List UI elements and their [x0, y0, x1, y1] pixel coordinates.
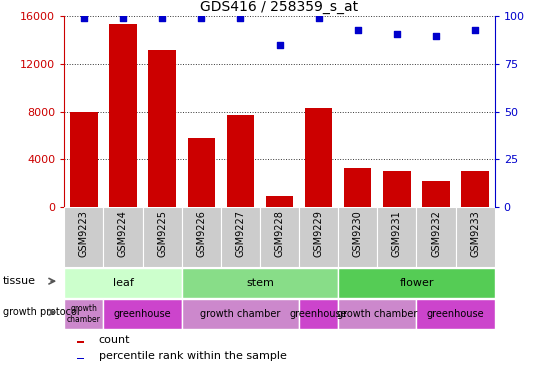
Bar — [64, 299, 103, 329]
Text: leaf: leaf — [112, 278, 134, 288]
Point — [119, 15, 127, 21]
Bar — [103, 207, 143, 267]
Text: growth chamber: growth chamber — [337, 309, 418, 319]
Text: GSM9224: GSM9224 — [118, 210, 128, 257]
Text: stem: stem — [246, 278, 274, 288]
Bar — [423, 180, 449, 207]
Bar — [103, 299, 182, 329]
Text: GSM9223: GSM9223 — [79, 210, 89, 257]
Bar — [299, 207, 338, 267]
Bar — [260, 207, 299, 267]
Bar — [188, 138, 215, 207]
Bar — [182, 207, 221, 267]
Bar — [221, 207, 260, 267]
Text: growth protocol: growth protocol — [3, 307, 80, 317]
Text: percentile rank within the sample: percentile rank within the sample — [99, 351, 287, 361]
Bar — [110, 23, 137, 207]
Point — [79, 15, 88, 21]
Bar — [338, 268, 495, 298]
Text: GSM9227: GSM9227 — [235, 210, 245, 257]
Bar — [338, 207, 377, 267]
Point — [236, 15, 245, 21]
Bar — [227, 115, 254, 207]
Text: greenhouse: greenhouse — [427, 309, 485, 319]
Bar — [266, 196, 293, 207]
Bar — [416, 299, 495, 329]
Bar — [77, 358, 84, 359]
Text: flower: flower — [399, 278, 434, 288]
Point — [275, 42, 284, 48]
Point — [314, 15, 323, 21]
Point — [197, 15, 206, 21]
Text: GSM9231: GSM9231 — [392, 210, 402, 257]
Bar — [416, 207, 456, 267]
Bar — [383, 171, 410, 207]
Text: GSM9229: GSM9229 — [314, 210, 324, 257]
Bar — [299, 299, 338, 329]
Point — [471, 27, 480, 33]
Bar — [182, 268, 338, 298]
Text: GSM9232: GSM9232 — [431, 210, 441, 257]
Bar — [377, 207, 416, 267]
Point — [158, 15, 167, 21]
Text: GSM9228: GSM9228 — [274, 210, 285, 257]
Text: GSM9230: GSM9230 — [353, 210, 363, 257]
Text: GSM9225: GSM9225 — [157, 210, 167, 257]
Bar — [182, 299, 299, 329]
Text: GSM9233: GSM9233 — [470, 210, 480, 257]
Bar — [143, 207, 182, 267]
Title: GDS416 / 258359_s_at: GDS416 / 258359_s_at — [201, 0, 358, 14]
Bar — [344, 168, 372, 207]
Bar — [64, 207, 103, 267]
Point — [353, 27, 362, 33]
Text: count: count — [99, 335, 130, 345]
Text: tissue: tissue — [3, 276, 36, 286]
Bar — [462, 171, 489, 207]
Bar — [149, 50, 176, 207]
Text: greenhouse: greenhouse — [113, 309, 172, 319]
Text: GSM9226: GSM9226 — [196, 210, 206, 257]
Bar — [70, 112, 97, 207]
Point — [432, 33, 440, 38]
Bar — [305, 108, 333, 207]
Bar — [338, 299, 416, 329]
Bar — [64, 268, 182, 298]
Text: growth
chamber: growth chamber — [67, 304, 101, 324]
Bar — [456, 207, 495, 267]
Text: growth chamber: growth chamber — [200, 309, 281, 319]
Bar — [77, 341, 84, 343]
Point — [392, 31, 401, 37]
Text: greenhouse: greenhouse — [290, 309, 348, 319]
